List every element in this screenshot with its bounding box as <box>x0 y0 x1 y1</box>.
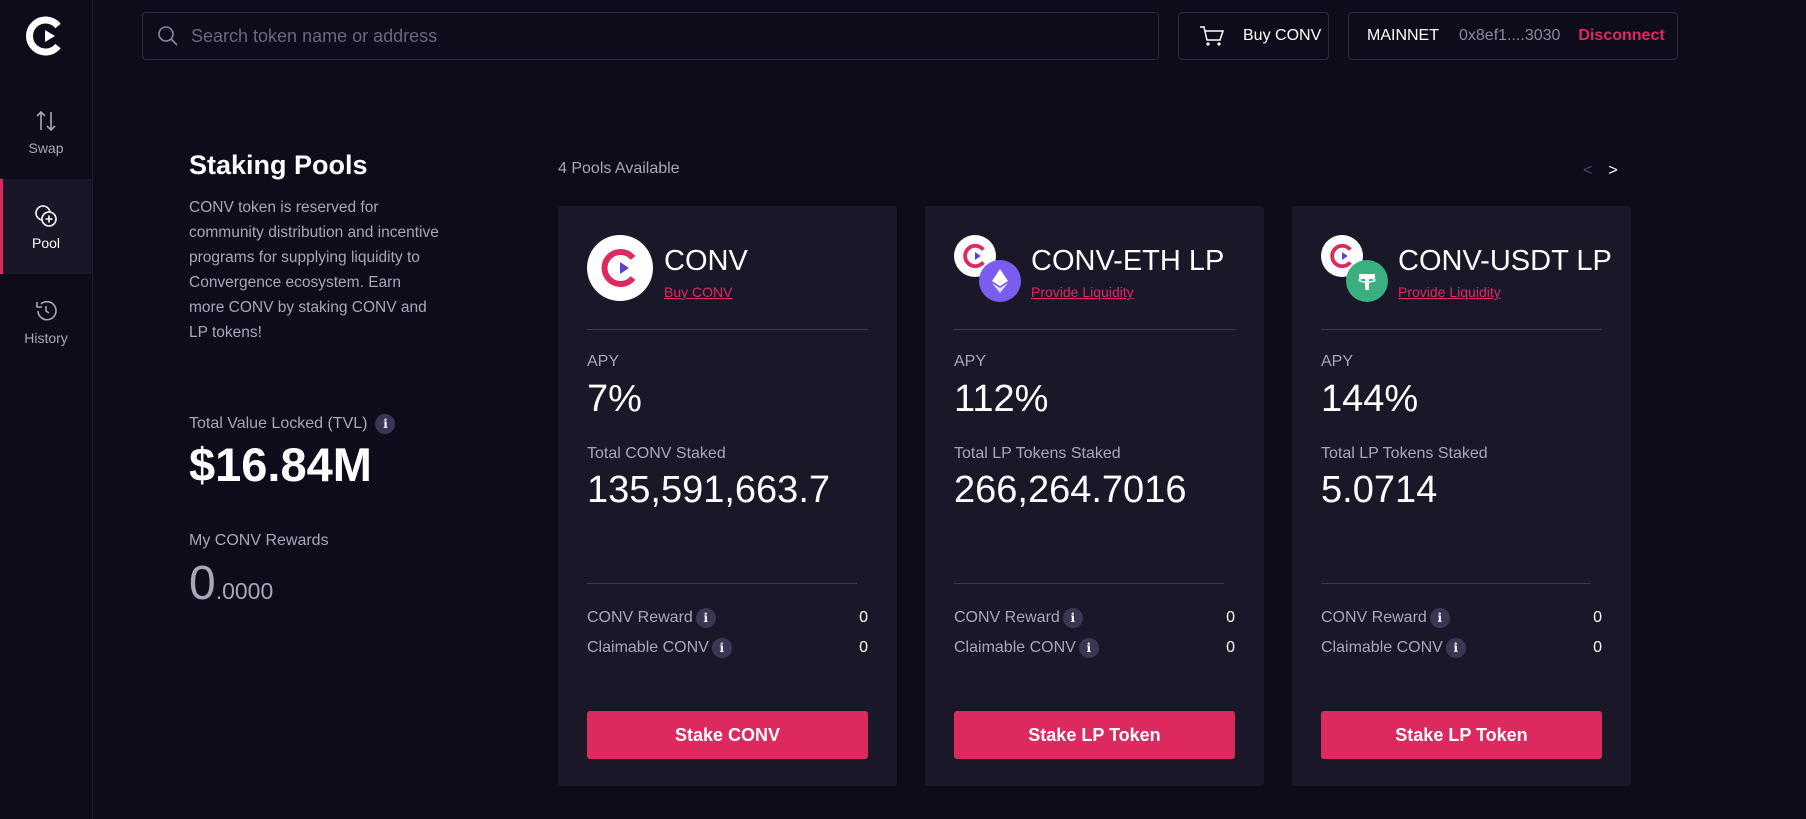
pool-card-conv-eth: CONV-ETH LP Provide Liquidity APY 112% T… <box>925 206 1264 786</box>
divider <box>587 329 868 330</box>
pool-card-conv: CONV Buy CONV APY 7% Total CONV Staked 1… <box>558 206 897 786</box>
buy-conv-link[interactable]: Buy CONV <box>664 284 733 300</box>
info-icon[interactable]: i <box>695 608 716 628</box>
conv-token-icon <box>587 235 653 301</box>
sidebar-item-label: Swap <box>28 139 64 156</box>
pools-count: 4 Pools Available <box>558 160 680 177</box>
claimable-row: Claimable CONV i 0 <box>1321 638 1602 658</box>
conv-reward-row: CONV Reward i 0 <box>1321 608 1602 628</box>
divider <box>954 329 1235 330</box>
apy-label: APY <box>587 353 620 370</box>
conv-reward-label: CONV Reward <box>1321 609 1427 626</box>
staked-label: Total LP Tokens Staked <box>1321 445 1488 462</box>
sidebar-item-label: History <box>24 329 68 346</box>
stake-lp-token-button[interactable]: Stake LP Token <box>1321 711 1602 759</box>
apy-label: APY <box>954 353 987 370</box>
convergence-logo-icon[interactable] <box>25 16 65 56</box>
next-page-button[interactable]: > <box>1608 162 1618 179</box>
pool-name: CONV-ETH LP <box>1031 245 1225 277</box>
staked-value: 5.0714 <box>1321 469 1438 511</box>
pool-card-header: CONV Buy CONV <box>587 235 887 303</box>
wallet-address: 0x8ef1....3030 <box>1459 27 1561 44</box>
info-icon[interactable]: i <box>711 638 732 658</box>
conv-reward-value: 0 <box>1226 609 1235 626</box>
claimable-row: Claimable CONV i 0 <box>954 638 1235 658</box>
rewards-integer: 0 <box>189 557 216 610</box>
pool-icon <box>35 204 57 227</box>
conv-reward-row: CONV Reward i 0 <box>954 608 1235 628</box>
tvl-label-text: Total Value Locked (TVL) <box>189 415 368 432</box>
claimable-label: Claimable CONV <box>1321 639 1443 656</box>
claimable-label: Claimable CONV <box>587 639 709 656</box>
page-description: CONV token is reserved for community dis… <box>189 199 439 341</box>
info-icon[interactable]: i <box>1078 638 1099 658</box>
provide-liquidity-link[interactable]: Provide Liquidity <box>1398 284 1501 300</box>
stake-conv-button[interactable]: Stake CONV <box>587 711 868 759</box>
rewards-label: My CONV Rewards <box>189 532 329 549</box>
sidebar: Swap Pool History <box>0 0 93 819</box>
conv-reward-label: CONV Reward <box>954 609 1060 626</box>
tvl-value: $16.84M <box>189 438 372 491</box>
divider <box>1321 583 1591 584</box>
info-icon[interactable]: i <box>1429 608 1450 628</box>
staked-value: 135,591,663.7 <box>587 469 831 511</box>
cart-icon <box>1200 26 1225 46</box>
apy-value: 7% <box>587 378 642 420</box>
divider <box>954 583 1224 584</box>
rewards-value: 0.0000 <box>189 556 273 611</box>
pool-card-header: CONV-ETH LP Provide Liquidity <box>954 235 1254 303</box>
pool-card-header: CONV-USDT LP Provide Liquidity <box>1321 235 1621 303</box>
pool-name: CONV <box>664 245 748 277</box>
provide-liquidity-link[interactable]: Provide Liquidity <box>1031 284 1134 300</box>
page-title: Staking Pools <box>189 150 368 180</box>
staking-info: Staking Pools CONV token is reserved for… <box>189 150 439 345</box>
conv-reward-label: CONV Reward <box>587 609 693 626</box>
apy-value: 112% <box>954 378 1049 420</box>
claimable-label: Claimable CONV <box>954 639 1076 656</box>
apy-value: 144% <box>1321 378 1419 420</box>
search-bar <box>142 12 1159 60</box>
pool-name: CONV-USDT LP <box>1398 245 1612 277</box>
sidebar-item-pool[interactable]: Pool <box>0 179 92 274</box>
info-icon[interactable]: i <box>1445 638 1466 658</box>
claimable-row: Claimable CONV i 0 <box>587 638 868 658</box>
claimable-value: 0 <box>1226 639 1235 656</box>
apy-label: APY <box>1321 353 1354 370</box>
conv-reward-value: 0 <box>1593 609 1602 626</box>
eth-token-icon <box>979 260 1021 302</box>
network-label: MAINNET <box>1367 27 1439 44</box>
pager: < > <box>1583 162 1618 180</box>
claimable-value: 0 <box>1593 639 1602 656</box>
divider <box>1321 329 1602 330</box>
rewards-decimal: .0000 <box>215 578 274 604</box>
usdt-token-icon <box>1346 260 1388 302</box>
swap-icon <box>36 110 56 131</box>
staked-value: 266,264.7016 <box>954 469 1187 511</box>
prev-page-button[interactable]: < <box>1583 162 1593 179</box>
stake-lp-token-button[interactable]: Stake LP Token <box>954 711 1235 759</box>
sidebar-item-history[interactable]: History <box>0 274 92 369</box>
buy-conv-label: Buy CONV <box>1243 27 1322 44</box>
divider <box>587 583 857 584</box>
search-icon <box>158 26 178 46</box>
sidebar-item-label: Pool <box>31 234 61 251</box>
info-icon[interactable]: i <box>1062 608 1083 628</box>
staked-label: Total LP Tokens Staked <box>954 445 1121 462</box>
claimable-value: 0 <box>859 639 868 656</box>
sidebar-item-swap[interactable]: Swap <box>0 84 92 179</box>
pool-card-conv-usdt: CONV-USDT LP Provide Liquidity APY 144% … <box>1292 206 1631 786</box>
staked-label: Total CONV Staked <box>587 445 726 462</box>
info-icon[interactable]: i <box>375 414 396 434</box>
conv-reward-row: CONV Reward i 0 <box>587 608 868 628</box>
conv-reward-value: 0 <box>859 609 868 626</box>
buy-conv-button[interactable]: Buy CONV <box>1178 12 1329 60</box>
wallet-panel: MAINNET 0x8ef1....3030 Disconnect <box>1348 12 1678 60</box>
disconnect-button[interactable]: Disconnect <box>1578 27 1665 44</box>
tvl-label: Total Value Locked (TVL) i <box>189 414 396 434</box>
history-icon <box>36 300 57 320</box>
search-input[interactable] <box>191 25 1091 47</box>
